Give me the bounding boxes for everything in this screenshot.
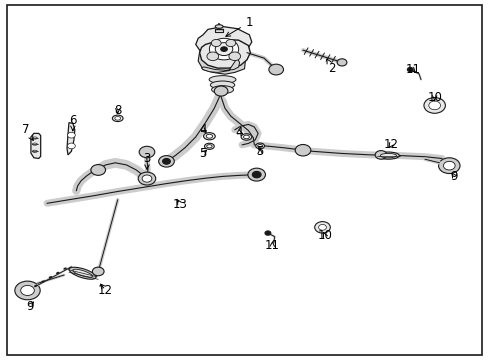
Polygon shape: [201, 58, 239, 72]
Ellipse shape: [32, 143, 37, 145]
Text: 8: 8: [114, 104, 121, 117]
Polygon shape: [67, 123, 75, 155]
Circle shape: [228, 52, 240, 60]
Polygon shape: [198, 47, 246, 74]
Text: 4: 4: [199, 123, 206, 136]
Ellipse shape: [380, 153, 396, 158]
Ellipse shape: [69, 267, 96, 279]
Circle shape: [92, 267, 104, 276]
Ellipse shape: [211, 86, 233, 94]
Text: 1: 1: [225, 16, 253, 36]
Polygon shape: [31, 134, 41, 158]
Ellipse shape: [73, 269, 92, 277]
Ellipse shape: [206, 145, 212, 148]
Circle shape: [20, 285, 34, 296]
Polygon shape: [199, 40, 250, 68]
Ellipse shape: [377, 152, 399, 159]
Circle shape: [443, 161, 454, 170]
Ellipse shape: [56, 272, 60, 274]
Ellipse shape: [206, 134, 212, 138]
Ellipse shape: [243, 135, 249, 139]
Circle shape: [15, 281, 40, 300]
Circle shape: [407, 67, 412, 72]
Circle shape: [252, 171, 261, 178]
Text: 6: 6: [69, 114, 77, 131]
Ellipse shape: [32, 150, 37, 152]
Circle shape: [215, 42, 232, 55]
Text: 10: 10: [427, 91, 441, 104]
Ellipse shape: [115, 117, 121, 120]
Text: 7: 7: [22, 123, 33, 140]
Polygon shape: [195, 27, 251, 59]
Circle shape: [139, 146, 155, 158]
Text: 9: 9: [26, 300, 34, 313]
Circle shape: [423, 98, 445, 113]
Circle shape: [264, 231, 270, 235]
Circle shape: [211, 40, 221, 46]
Text: 12: 12: [383, 138, 397, 151]
Text: 4: 4: [235, 126, 243, 139]
Circle shape: [295, 144, 310, 156]
Text: 2: 2: [326, 59, 335, 75]
Circle shape: [268, 64, 283, 75]
Ellipse shape: [215, 25, 223, 28]
Circle shape: [206, 52, 218, 60]
Text: 5: 5: [199, 147, 206, 160]
Ellipse shape: [204, 143, 214, 149]
Circle shape: [318, 225, 326, 230]
Circle shape: [428, 101, 440, 110]
Text: 5: 5: [256, 145, 263, 158]
Circle shape: [214, 86, 227, 96]
Ellipse shape: [209, 76, 236, 84]
Circle shape: [220, 46, 227, 52]
Circle shape: [225, 40, 235, 46]
Text: 11: 11: [405, 63, 419, 76]
Circle shape: [142, 175, 152, 182]
Ellipse shape: [255, 143, 264, 149]
Text: 13: 13: [172, 198, 187, 211]
Text: 3: 3: [143, 152, 150, 169]
Text: 10: 10: [317, 229, 332, 242]
Ellipse shape: [63, 267, 67, 270]
Circle shape: [67, 132, 75, 138]
Ellipse shape: [241, 134, 251, 140]
Ellipse shape: [203, 133, 215, 140]
Ellipse shape: [49, 276, 52, 278]
Text: 12: 12: [98, 284, 113, 297]
Circle shape: [374, 150, 386, 159]
Circle shape: [314, 222, 330, 233]
Ellipse shape: [34, 285, 38, 287]
Circle shape: [336, 59, 346, 66]
Ellipse shape: [257, 144, 262, 147]
Ellipse shape: [32, 137, 37, 139]
Ellipse shape: [41, 280, 45, 283]
Circle shape: [91, 165, 105, 175]
Circle shape: [138, 172, 156, 185]
Circle shape: [247, 168, 265, 181]
Circle shape: [438, 158, 459, 174]
Circle shape: [67, 143, 75, 149]
Text: 11: 11: [264, 239, 279, 252]
Circle shape: [209, 39, 238, 60]
Ellipse shape: [210, 81, 234, 89]
Circle shape: [158, 156, 174, 167]
Circle shape: [162, 158, 170, 164]
Ellipse shape: [112, 115, 123, 122]
Text: 9: 9: [449, 170, 457, 183]
